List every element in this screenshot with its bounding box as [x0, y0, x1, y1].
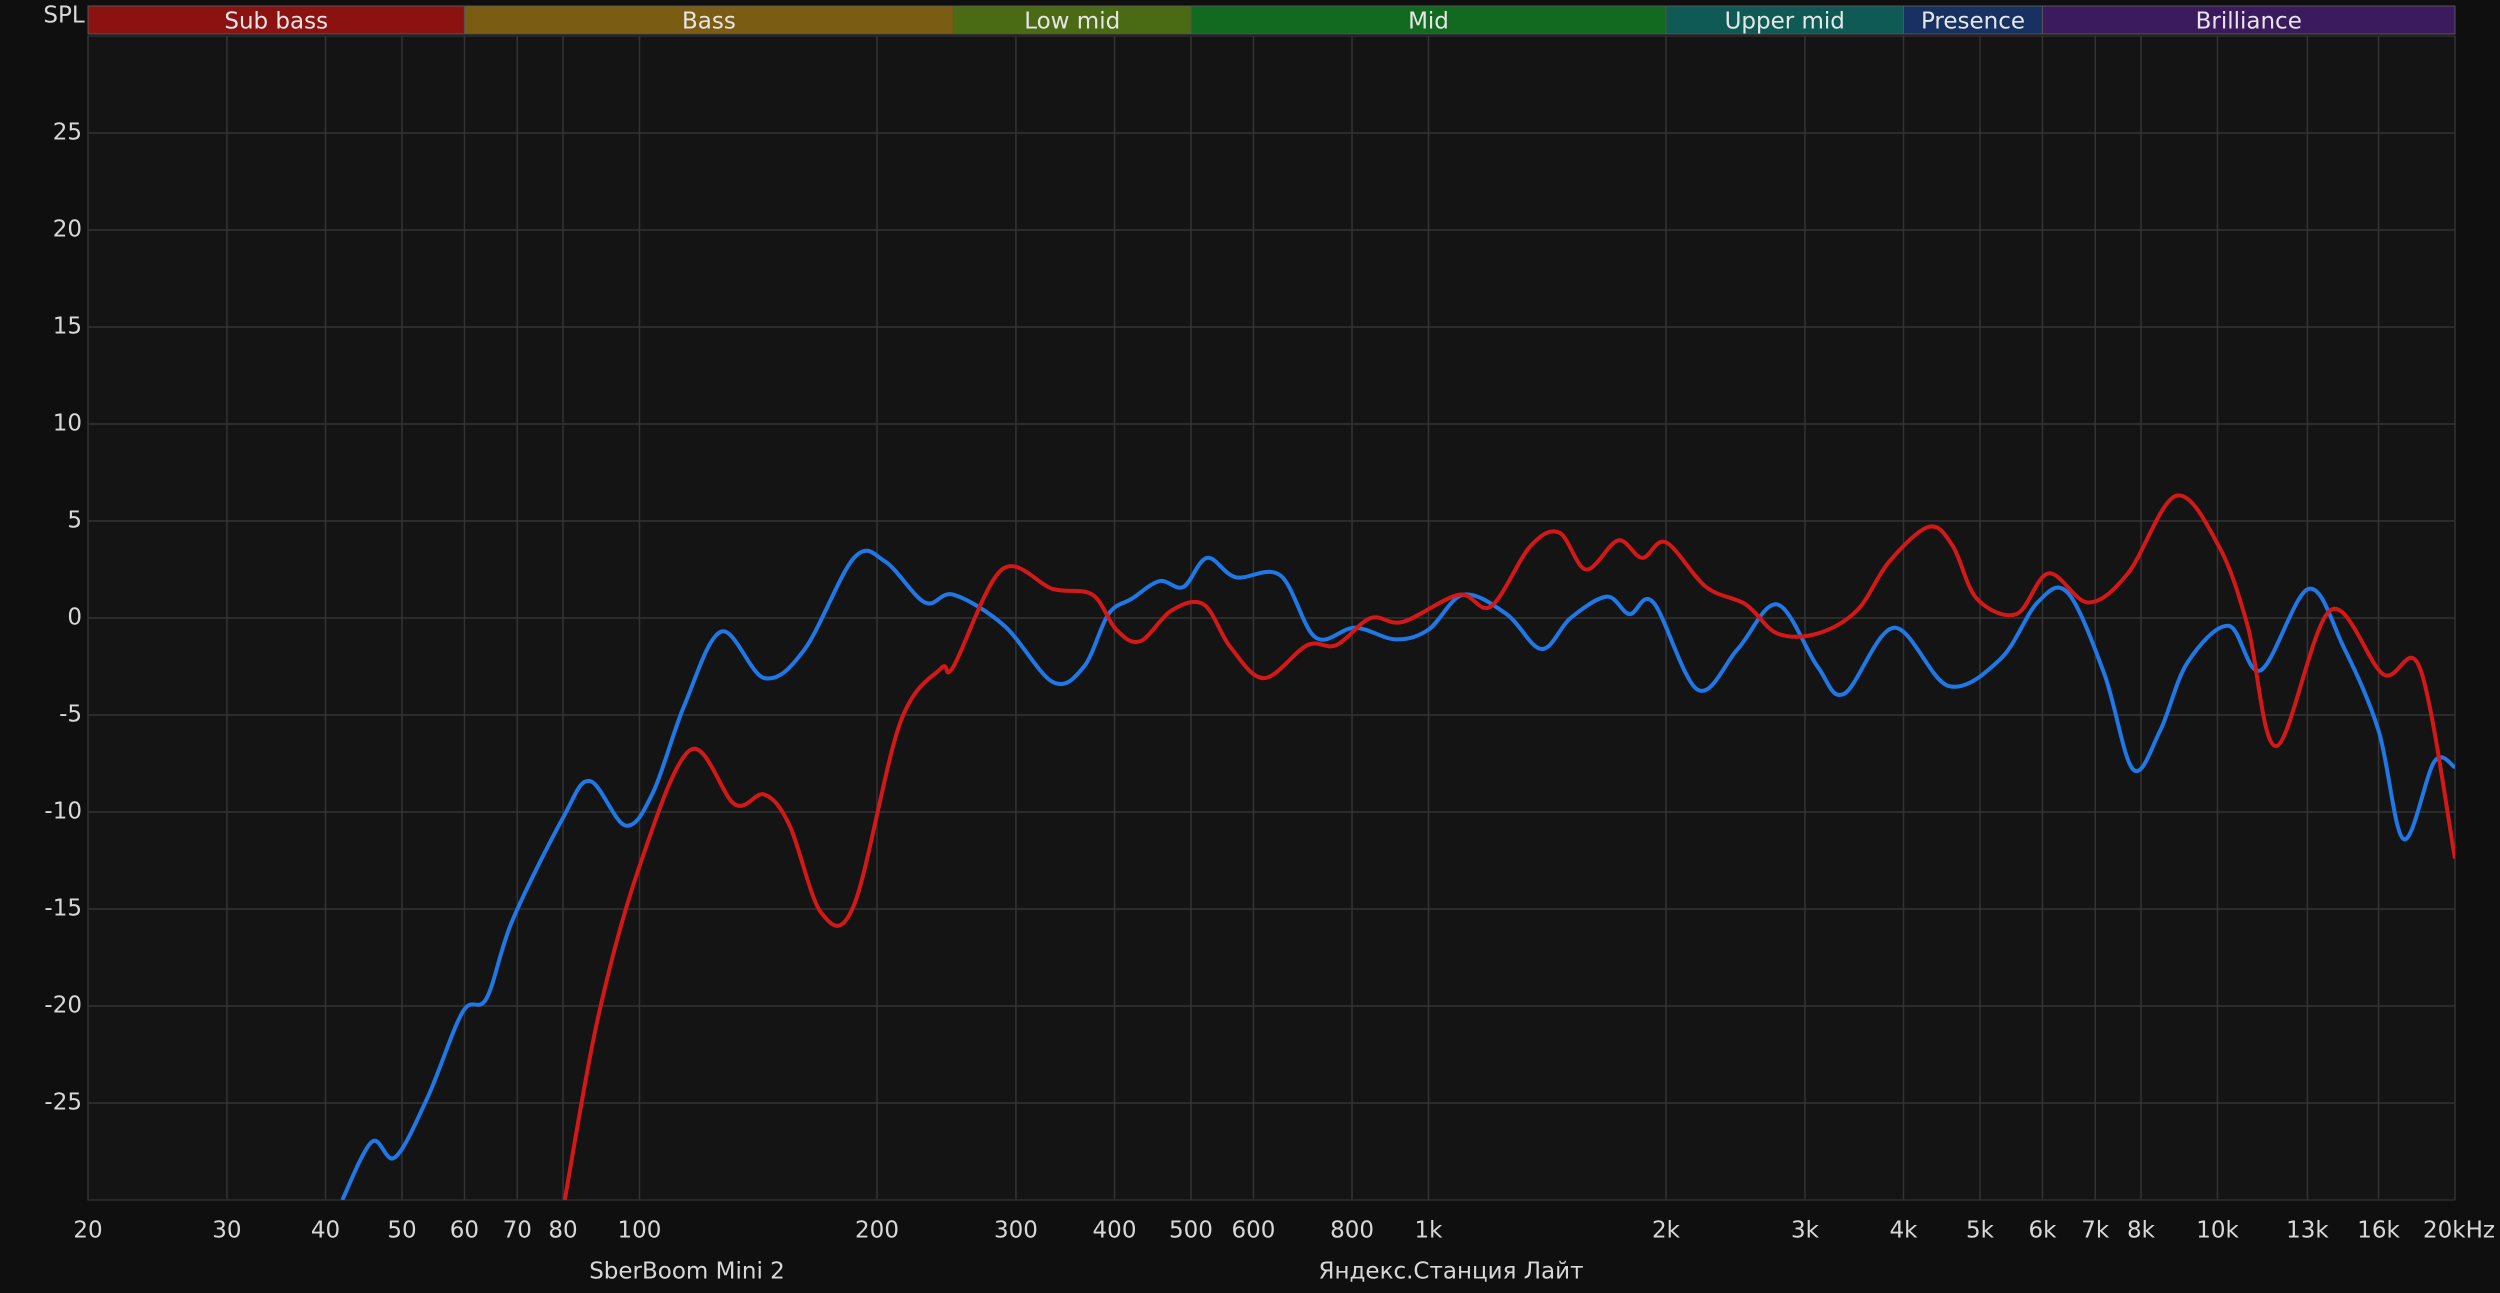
- x-tick-label: 20: [73, 1218, 102, 1244]
- x-tick-label: 16k: [2357, 1218, 2400, 1244]
- series-line: [340, 548, 2455, 1200]
- x-tick-label: 800: [1330, 1218, 1374, 1244]
- y-tick-label: 25: [53, 120, 82, 146]
- x-tick-label: 6k: [2028, 1218, 2057, 1244]
- x-tick-label: 2k: [1652, 1218, 1681, 1244]
- x-tick-label: 13k: [2286, 1218, 2329, 1244]
- x-tick-label: 4k: [1890, 1218, 1919, 1244]
- x-tick-label: 10k: [2196, 1218, 2239, 1244]
- x-tick-label: 50: [387, 1218, 416, 1244]
- x-tick-label: 600: [1231, 1218, 1275, 1244]
- x-tick-label: 20kHz: [2423, 1218, 2495, 1244]
- x-tick-label: 500: [1169, 1218, 1213, 1244]
- x-tick-label: 200: [855, 1218, 899, 1244]
- band-label: Presence: [1921, 9, 2025, 35]
- x-tick-label: 300: [994, 1218, 1038, 1244]
- x-tick-label: 7k: [2081, 1218, 2110, 1244]
- y-tick-label: -15: [44, 896, 82, 922]
- band: [1665, 5, 1905, 35]
- x-tick-label: 400: [1093, 1218, 1137, 1244]
- band: [87, 5, 465, 35]
- legend-entry: SberBoom Mini 2: [589, 1259, 785, 1285]
- y-tick-label: 15: [53, 314, 82, 340]
- y-tick-label: -25: [44, 1090, 82, 1116]
- series-line: [562, 493, 2455, 1200]
- y-tick-label: 5: [67, 508, 82, 534]
- band-label: Upper mid: [1725, 9, 1845, 35]
- y-tick-label: -20: [44, 993, 82, 1019]
- x-tick-label: 60: [450, 1218, 479, 1244]
- y-tick-label: 10: [53, 411, 82, 437]
- band: [952, 5, 1192, 35]
- x-tick-label: 8k: [2127, 1218, 2156, 1244]
- x-tick-label: 80: [548, 1218, 577, 1244]
- band: [2041, 5, 2456, 35]
- band: [463, 5, 954, 35]
- x-tick-label: 30: [212, 1218, 241, 1244]
- x-tick-label: 100: [618, 1218, 662, 1244]
- y-tick-label: -5: [59, 702, 82, 728]
- band-label: Low mid: [1024, 9, 1120, 35]
- band-label: Brilliance: [2196, 9, 2302, 35]
- legend-entry: Яндекс.Станция Лайт: [1319, 1259, 1584, 1285]
- y-tick-label: 20: [53, 217, 82, 243]
- x-tick-label: 3k: [1791, 1218, 1820, 1244]
- x-tick-label: 70: [503, 1218, 532, 1244]
- x-tick-label: 5k: [1966, 1218, 1995, 1244]
- band-label: Mid: [1408, 9, 1449, 35]
- y-tick-label: 0: [67, 605, 82, 631]
- band-label: Bass: [682, 9, 736, 35]
- band: [1190, 5, 1667, 35]
- x-tick-label: 40: [311, 1218, 340, 1244]
- y-tick-label: -10: [44, 799, 82, 825]
- x-tick-label: 1k: [1415, 1218, 1444, 1244]
- y-axis-label: SPL: [43, 3, 84, 29]
- band-label: Sub bass: [224, 9, 328, 35]
